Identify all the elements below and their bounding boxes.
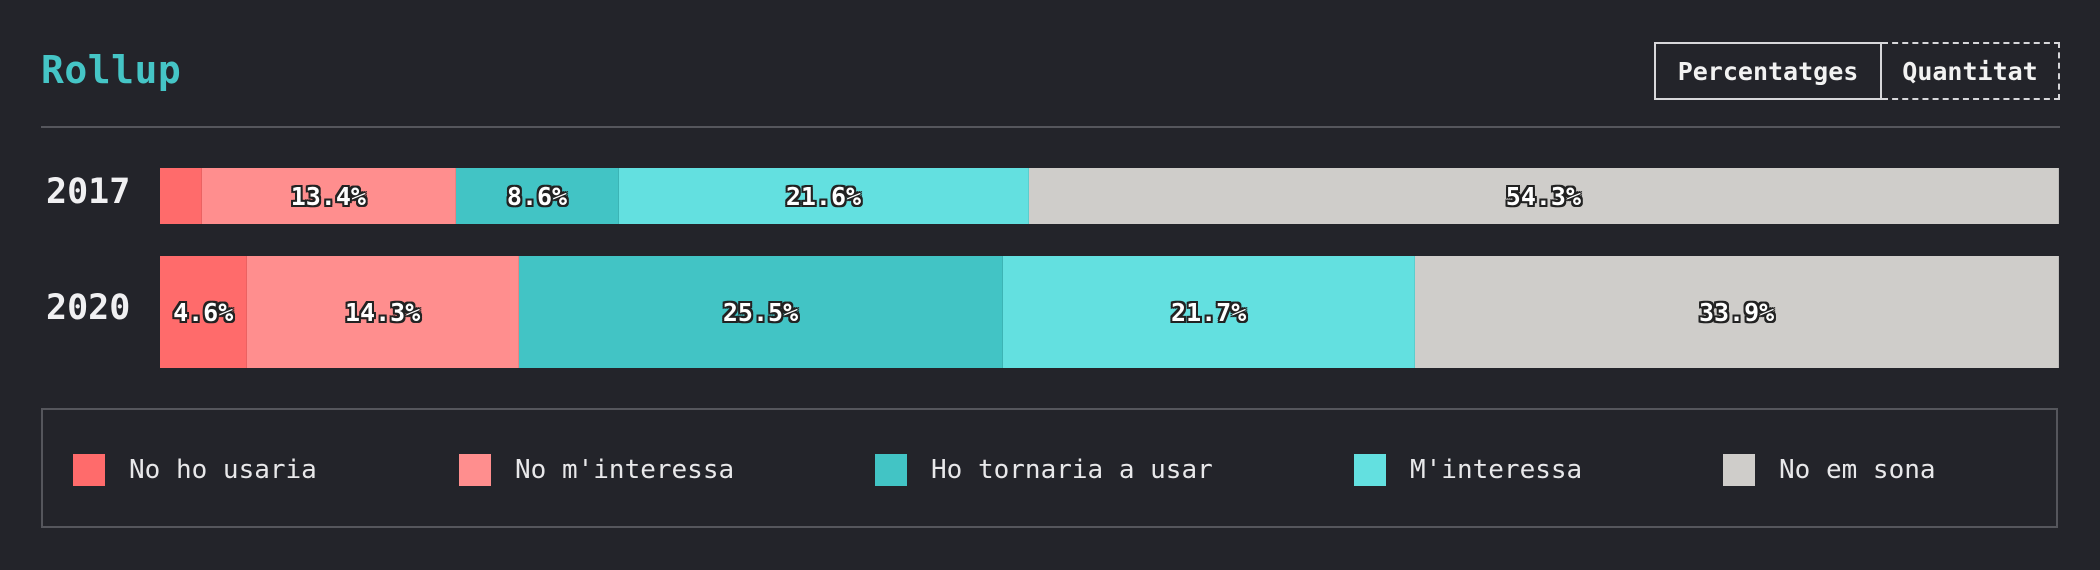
data-label: 21.7% [1171,297,1247,327]
legend-item-no_em_sona[interactable]: No em sona [1723,454,1936,486]
legend-item-no_m_interessa[interactable]: No m'interessa [459,454,734,486]
legend-item-ho_tornaria[interactable]: Ho tornaria a usar [875,454,1213,486]
page-title: Rollup [41,48,182,92]
row-label-2020: 2020 [46,288,131,328]
bar-segment-m_interessa-2017[interactable]: 21.6% [619,168,1029,224]
bar-2017: 13.4% 8.6% 21.6% 54.3% [160,168,2059,224]
data-label: 54.3% [1505,181,1582,211]
legend-label: No ho usaria [129,455,317,485]
legend-swatch [73,454,105,486]
legend-label: No m'interessa [515,455,735,485]
bar-segment-no_ho_usaria-2017[interactable] [160,168,202,224]
legend-label: M'interessa [1410,455,1583,485]
bar-segment-ho_tornaria-2020[interactable]: 25.5% [518,256,1004,368]
data-label: 25.5% [722,297,799,327]
legend: No ho usaria No m'interessa Ho tornaria a … [41,408,2058,528]
bar-segment-no_em_sona-2020[interactable]: 33.9% [1415,256,2059,368]
row-label-2017: 2017 [46,172,131,212]
data-label: 21.6% [785,181,862,211]
data-label: 13.4% [290,181,366,211]
bar-2020: 4.6% 14.3% 25.5% 21.7% 33.9% [160,256,2059,368]
bar-segment-no_ho_usaria-2020[interactable]: 4.6% [160,256,248,368]
data-label: 8.6% [506,181,568,211]
bar-segment-no_m_interessa-2017[interactable]: 13.4% [201,168,456,224]
legend-item-no_ho_usaria[interactable]: No ho usaria [73,454,317,486]
quantity-button[interactable]: Quantitat [1882,42,2060,100]
legend-swatch [875,454,907,486]
legend-swatch [1723,454,1755,486]
legend-swatch [459,454,491,486]
data-label: 33.9% [1698,297,1775,327]
bar-segment-ho_tornaria-2017[interactable]: 8.6% [455,168,620,224]
data-label: 14.3% [344,297,421,327]
bar-segment-no_em_sona-2017[interactable]: 54.3% [1028,168,2059,224]
legend-item-m_interessa[interactable]: M'interessa [1354,454,1582,486]
chart-header: Rollup Percentatges Quantitat [41,40,2060,128]
legend-swatch [1354,454,1386,486]
percentages-button[interactable]: Percentatges [1654,42,1882,100]
data-label: 4.6% [173,297,234,327]
legend-label: Ho tornaria a usar [931,455,1213,485]
bar-segment-m_interessa-2020[interactable]: 21.7% [1003,256,1416,368]
view-toggle: Percentatges Quantitat [1654,42,2060,102]
bar-segment-no_m_interessa-2020[interactable]: 14.3% [247,256,519,368]
legend-label: No em sona [1779,455,1936,485]
